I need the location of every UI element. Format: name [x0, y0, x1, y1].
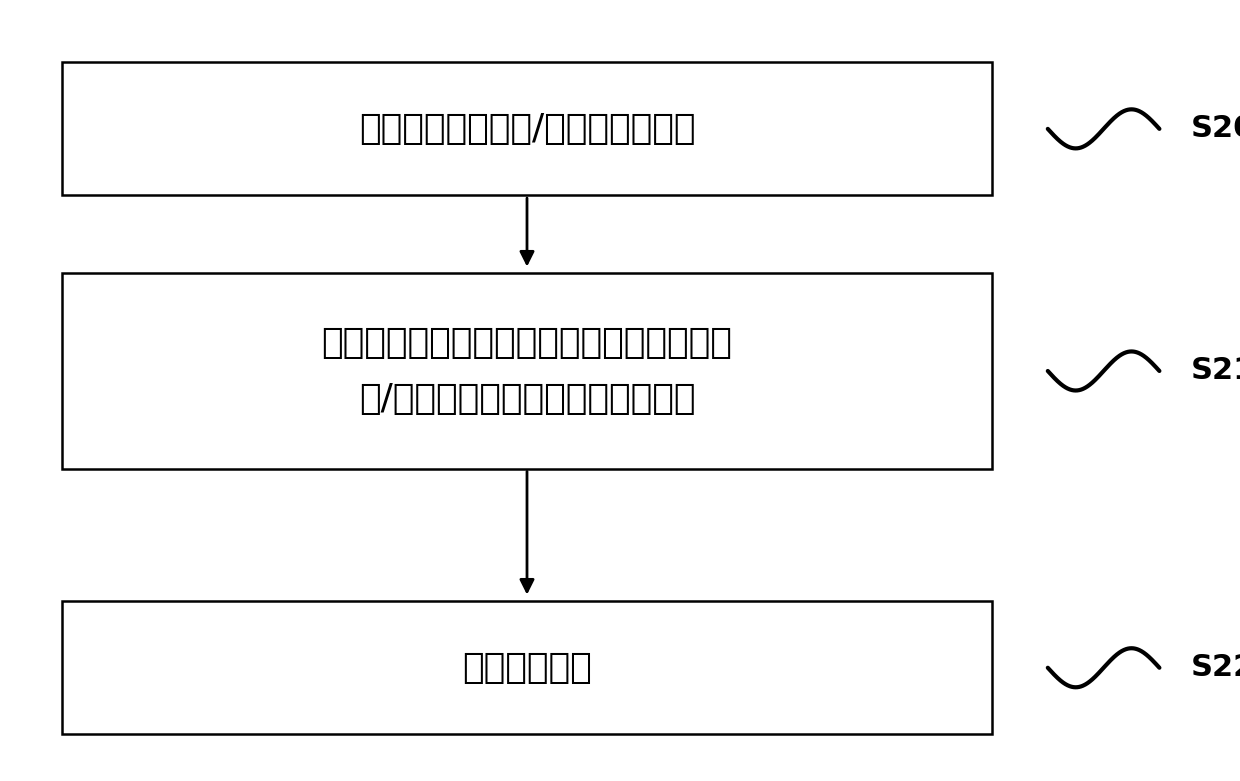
Text: S210: S210: [1190, 356, 1240, 386]
Text: S220: S220: [1190, 653, 1240, 683]
FancyBboxPatch shape: [62, 62, 992, 195]
Text: 播放情感音频: 播放情感音频: [463, 651, 591, 685]
Text: S200: S200: [1190, 114, 1240, 144]
FancyBboxPatch shape: [62, 273, 992, 469]
FancyBboxPatch shape: [62, 601, 992, 734]
Text: 利用确定情感音频的方法，确定情感语气词
和/或情感表情符号对应的情感音频: 利用确定情感音频的方法，确定情感语气词 和/或情感表情符号对应的情感音频: [321, 326, 733, 415]
Text: 获取情感语气词和/或情感表情符号: 获取情感语气词和/或情感表情符号: [358, 112, 696, 146]
